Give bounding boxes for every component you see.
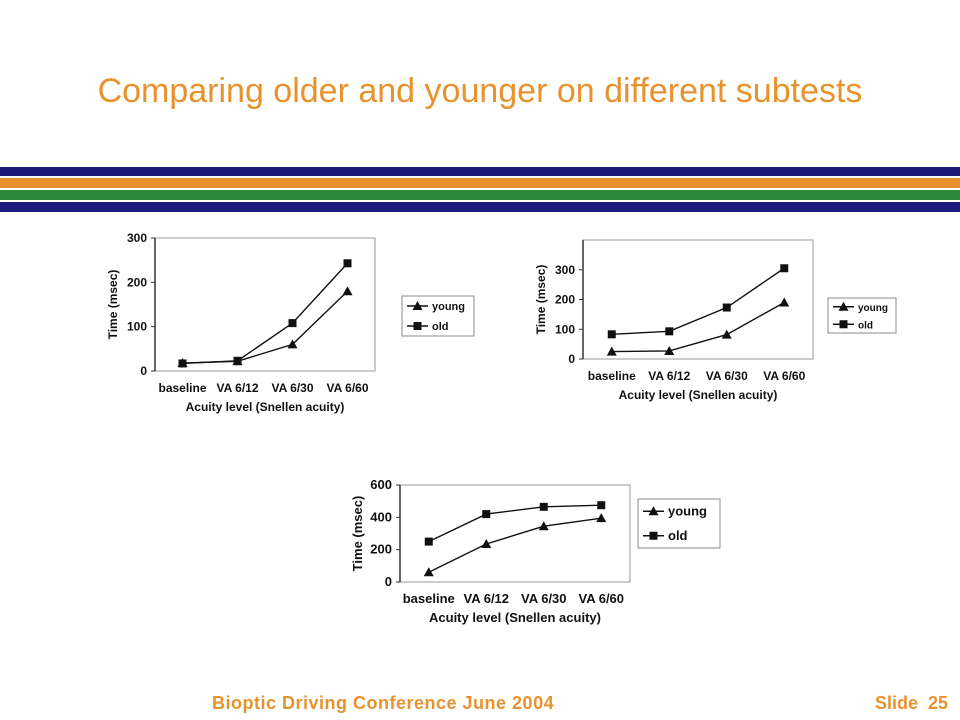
y-tick-label: 300 [127, 231, 147, 245]
x-tick-label: VA 6/12 [648, 369, 690, 383]
footer-slide-number: Slide 25 [875, 693, 948, 714]
data-point-young [423, 567, 434, 577]
data-point-young [481, 539, 492, 549]
data-point-young [779, 297, 790, 307]
series-line-old [611, 267, 785, 336]
series-line-young [182, 290, 348, 364]
chart-1-svg: 0 100 200 300 baseline VA 6/12 VA 6/30 VA 6/60 A… [106, 231, 475, 414]
series-line-young [611, 301, 785, 353]
y-tick-label: 200 [127, 275, 147, 289]
x-axis-label: Acuity level (Snellen acuity) [429, 610, 601, 625]
data-point-young [596, 513, 607, 523]
y-tick-label: 200 [370, 542, 392, 557]
legend-marker-young [648, 506, 659, 516]
stripe-navy-top [0, 167, 960, 176]
series-line-old [182, 262, 349, 365]
legend-label-old: old [858, 320, 873, 331]
stripe-green [0, 190, 960, 200]
slide-title: Comparing older and younger on different… [97, 72, 863, 110]
plot-frame [154, 237, 376, 372]
data-point-old [288, 319, 297, 328]
y-tick-label: 600 [370, 477, 392, 492]
data-point-old [233, 356, 242, 365]
chart-3-svg: 0 200 400 600 baseline VA 6/12 VA 6/30 VA 6/60 A… [350, 477, 721, 625]
legend-box [827, 297, 897, 334]
y-tick-label: 300 [555, 263, 575, 277]
x-tick-label: VA 6/60 [326, 381, 368, 395]
x-tick-label: VA 6/60 [578, 591, 624, 606]
x-tick-label: VA 6/30 [521, 591, 567, 606]
footer-slide-label: Slide [874, 693, 918, 713]
data-point-old [607, 330, 616, 339]
data-point-old [539, 502, 548, 511]
legend-label-young: young [858, 303, 888, 314]
chart-2: 0 100 200 300 baseline VA 6/12 VA 6/30 VA 6/60 A… [518, 232, 903, 412]
x-tick-label: VA 6/12 [463, 591, 509, 606]
chart-3: 0 200 400 600 baseline VA 6/12 VA 6/30 VA 6/60 A… [338, 470, 728, 640]
x-axis-label: Acuity level (Snellen acuity) [186, 400, 345, 414]
data-point-young [606, 346, 617, 356]
plot-frame [582, 239, 814, 360]
y-axis-label: Time (msec) [106, 270, 120, 340]
chart-2-svg: 0 100 200 300 baseline VA 6/12 VA 6/30 VA 6/60 A… [534, 239, 897, 402]
footer-conference: Bioptic Driving Conference June 2004 [212, 693, 555, 713]
legend-label-old: old [432, 321, 449, 333]
x-tick-label: VA 6/30 [271, 381, 313, 395]
legend-box [637, 498, 721, 549]
x-axis-label: Acuity level (Snellen acuity) [619, 388, 778, 402]
y-tick-label: 0 [568, 352, 575, 366]
y-axis-label: Time (msec) [534, 265, 548, 335]
decorative-stripes [0, 167, 960, 213]
x-tick-label: baseline [403, 591, 455, 606]
chart-1: 0 100 200 300 baseline VA 6/12 VA 6/30 VA 6/60 A… [100, 222, 480, 427]
legend-label-young: young [432, 301, 465, 313]
data-point-young [664, 345, 675, 355]
data-point-young [342, 286, 353, 296]
data-point-old [424, 537, 433, 546]
data-point-old [722, 303, 731, 312]
data-point-young [538, 521, 549, 531]
y-tick-label: 400 [370, 509, 392, 524]
y-tick-label: 200 [555, 293, 575, 307]
data-point-old [343, 259, 352, 268]
stripe-navy-bottom [0, 202, 960, 212]
footer-slide-value: 25 [927, 693, 948, 713]
legend-marker-old [649, 531, 658, 540]
legend-marker-young [838, 301, 849, 311]
series-line-young [428, 517, 602, 573]
legend-marker-old [839, 320, 848, 329]
x-tick-label: VA 6/12 [216, 381, 258, 395]
y-tick-label: 100 [555, 322, 575, 336]
x-tick-label: VA 6/30 [706, 369, 748, 383]
y-tick-label: 0 [140, 364, 147, 378]
data-point-old [780, 264, 789, 273]
data-point-old [178, 359, 187, 368]
legend-label-old: old [668, 528, 688, 543]
series-line-old [428, 504, 602, 543]
legend-label-young: young [668, 503, 707, 518]
x-tick-label: VA 6/60 [763, 369, 805, 383]
x-tick-label: baseline [158, 381, 206, 395]
data-point-old [482, 510, 491, 519]
legend-marker-young [412, 301, 423, 310]
x-tick-label: baseline [588, 369, 636, 383]
data-point-old [597, 501, 606, 510]
y-tick-label: 0 [385, 574, 392, 589]
stripe-orange [0, 178, 960, 188]
y-axis-label: Time (msec) [350, 496, 365, 572]
data-point-young [721, 329, 732, 339]
data-point-old [665, 327, 674, 336]
plot-frame [399, 484, 631, 583]
y-tick-label: 100 [127, 320, 147, 334]
data-point-young [287, 339, 298, 349]
legend-marker-old [413, 322, 422, 330]
